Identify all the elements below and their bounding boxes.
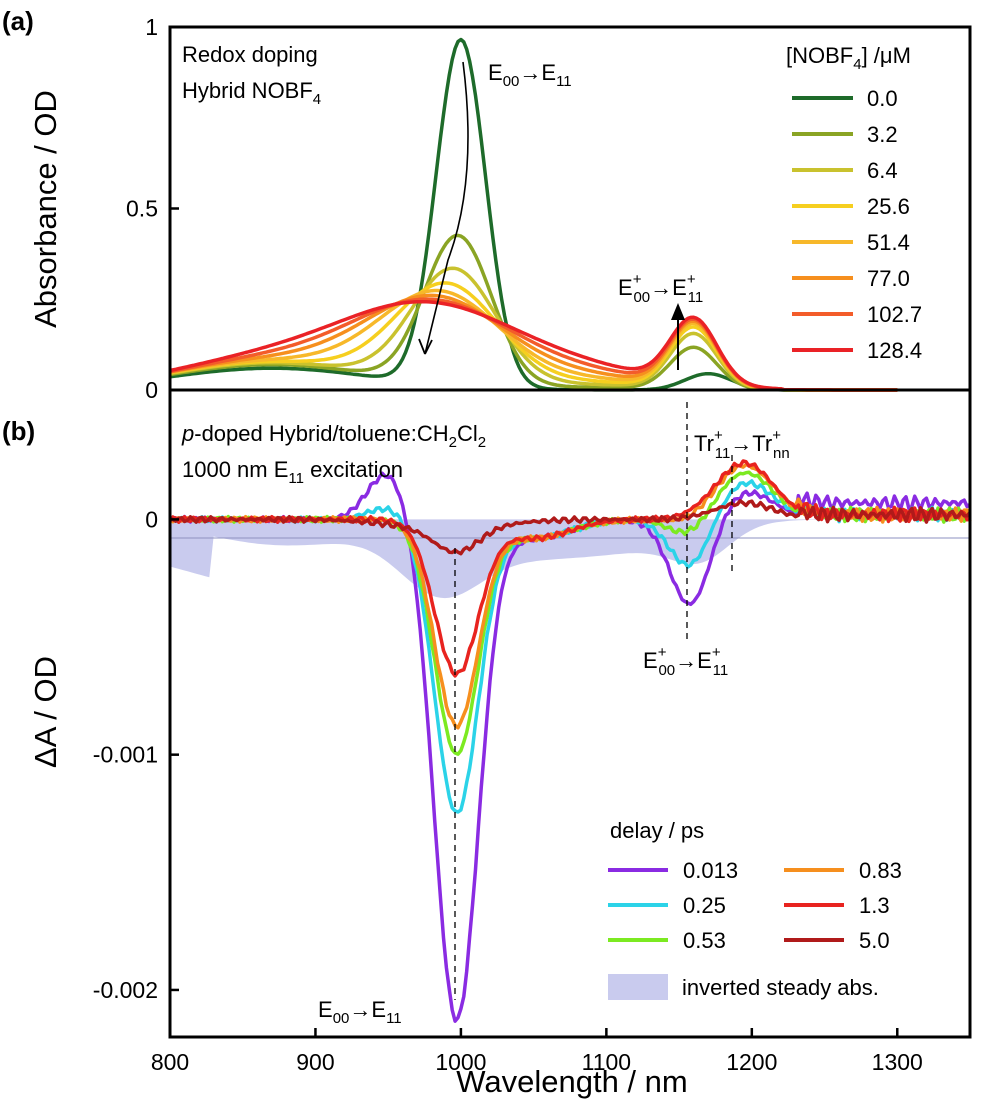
panel-a-y-ticks: 00.51 (126, 14, 179, 403)
delta-a-curve-5-0 (169, 499, 972, 556)
legend-a: 0.0 3.2 6.4 25.6 51.4 77.0 102.7 128.4 (792, 86, 922, 363)
legend-b-label-0-53: 0.53 (683, 928, 726, 953)
panel-b-y-ticks: 0 -0.001 -0.002 (93, 506, 179, 1003)
legend-a-title: [NOBF4] /μM (786, 43, 911, 73)
legend-b-fill-label: inverted steady abs. (682, 975, 879, 1000)
panel-b-y-tick-label: -0.001 (93, 742, 158, 768)
panel-b-y-axis-title: ΔA / OD (28, 656, 63, 768)
legend-a-label-3-2: 3.2 (867, 122, 898, 147)
panel-b-label: (b) (2, 416, 35, 446)
panel-b-curves (168, 459, 972, 1023)
panel-b-guide-lines (454, 402, 733, 1000)
legend-a-label-51-4: 51.4 (867, 230, 910, 255)
absorbance-curve-128-4 (169, 299, 898, 392)
x-tick-label: 800 (151, 1049, 189, 1075)
panel-a-arrows (418, 61, 685, 370)
x-tick-label: 1100 (582, 1049, 631, 1075)
ep00-ep11-label-b: E+ 00→E+ 11 (643, 644, 728, 679)
panel-a-annotation-line1: Redox doping (182, 42, 318, 67)
ep00-ep11-label-a: E+ 00→E+ 11 (618, 271, 703, 306)
legend-b-label-1-3: 1.3 (859, 893, 890, 918)
inverted-steady-abs-area (170, 519, 970, 599)
legend-b-label-0-013: 0.013 (683, 858, 738, 883)
legend-a-label-25-6: 25.6 (867, 194, 910, 219)
legend-a-label-102-7: 102.7 (867, 302, 922, 327)
legend-b: 0.013 0.83 0.25 1.3 0.53 5.0 (608, 858, 902, 953)
delta-a-curve-1-3 (168, 459, 972, 678)
panel-b-annotation-line2: 1000 nm E11 excitation (182, 457, 403, 487)
x-tick-label: 1300 (872, 1049, 923, 1075)
panel-b-frame (168, 388, 972, 1039)
legend-b-title: delay / ps (610, 818, 704, 843)
tr-label: Tr+ 11→Tr+ nn (694, 427, 790, 462)
e00-e11-label-b: E00→E11 (318, 997, 402, 1027)
panel-b-annotation-line1: p-doped Hybrid/toluene:CH2Cl2 (181, 421, 486, 451)
absorbance-curve-6-4 (169, 266, 898, 392)
panel-a-y-tick-label: 0.5 (126, 196, 158, 222)
panel-a-y-axis-title: Absorbance / OD (28, 90, 63, 328)
legend-b-fill-swatch (608, 974, 668, 1000)
x-tick-label: 900 (296, 1049, 334, 1075)
panel-b-x-ticks: 800 900 1000 1100 1200 1300 (151, 1028, 923, 1075)
x-tick-label: 1200 (726, 1049, 777, 1075)
legend-a-label-0-0: 0.0 (867, 86, 898, 111)
panel-b-y-tick-label: 0 (145, 506, 158, 532)
panel-a-y-tick-label: 1 (145, 14, 158, 40)
legend-b-label-5-0: 5.0 (859, 928, 890, 953)
panel-a-label: (a) (2, 6, 34, 36)
legend-a-label-128-4: 128.4 (867, 338, 922, 363)
decreasing-peak-arrow (424, 61, 469, 355)
legend-b-label-0-83: 0.83 (859, 858, 902, 883)
legend-a-label-77-0: 77.0 (867, 266, 910, 291)
legend-b-label-0-25: 0.25 (683, 893, 726, 918)
decreasing-peak-arrowhead (418, 338, 433, 355)
panel-b-chart: 0 -0.001 -0.002 800 900 1000 1100 1200 1300 (b)… (2, 388, 972, 1099)
panel-b-y-tick-label: -0.002 (93, 977, 158, 1003)
panel-a-chart: 00.51 (a) Absorbance / OD Redox doping H… (2, 6, 972, 403)
panel-a-annotation-line2: Hybrid NOBF4 (182, 78, 321, 108)
panel-a-y-tick-label: 0 (145, 377, 158, 403)
increasing-hump-arrowhead (671, 303, 685, 320)
legend-a-label-6-4: 6.4 (867, 158, 898, 183)
x-axis-title: Wavelength / nm (456, 1064, 687, 1099)
e00-e11-label-a: E00→E11 (488, 60, 572, 90)
x-tick-label: 1000 (435, 1049, 486, 1075)
